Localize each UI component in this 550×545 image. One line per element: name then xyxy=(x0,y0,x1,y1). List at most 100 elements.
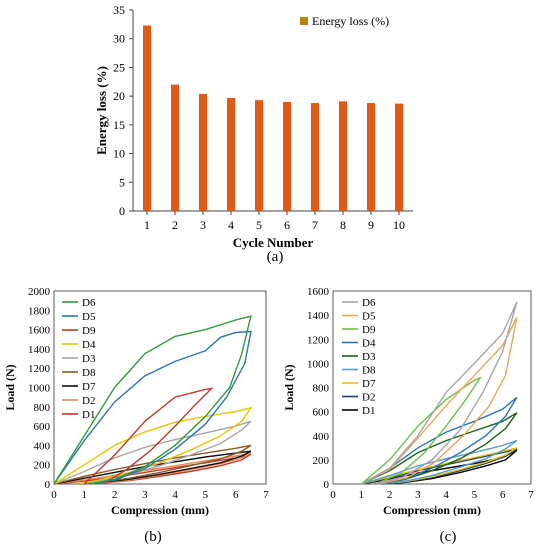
bar-cycle-9 xyxy=(367,103,375,211)
bar-cycle-10 xyxy=(395,103,403,211)
series-line-D3 xyxy=(53,420,252,485)
x-tick-label: 7 xyxy=(528,489,534,501)
y-tick-label: 400 xyxy=(34,440,51,452)
x-axis-label: Compression (mm) xyxy=(111,503,209,517)
x-tick-label: 4 xyxy=(172,489,178,501)
y-tick-label: 1800 xyxy=(28,305,51,317)
y-tick-label: 600 xyxy=(34,421,51,433)
legend-label-D6: D6 xyxy=(82,297,96,309)
x-tick-label: 5 xyxy=(256,218,262,232)
legend-label-D9: D9 xyxy=(362,324,376,336)
panel-caption-a: (a) xyxy=(267,249,284,265)
legend-swatch xyxy=(300,17,308,25)
x-tick-label: 3 xyxy=(415,489,421,501)
x-axis-label: Cycle Number xyxy=(233,235,314,250)
x-tick-label: 0 xyxy=(330,489,336,501)
plot-frame xyxy=(332,290,532,485)
legend-label-D3: D3 xyxy=(362,351,376,363)
line-chart-load-c: 0 200 400 600 800 1000 1200 1400 1600 0 1 2 3 4 5 6 7 Com… xyxy=(282,286,534,545)
x-tick-label: 5 xyxy=(472,489,478,501)
x-tick-label: 0 xyxy=(51,489,57,501)
y-tick-label: 1200 xyxy=(307,334,330,346)
series-line-D5 xyxy=(53,330,252,485)
y-tick-label: 200 xyxy=(34,460,51,472)
y-tick-label: 1400 xyxy=(28,344,51,356)
x-tick-label: 4 xyxy=(443,489,449,501)
y-tick-label: 1400 xyxy=(307,310,330,322)
legend-label-D4: D4 xyxy=(362,338,376,350)
legend-label-D5: D5 xyxy=(82,311,96,323)
x-tick-label: 7 xyxy=(312,218,318,232)
bar-cycle-7 xyxy=(311,103,319,211)
panel-caption: (c) xyxy=(440,529,457,545)
y-axis-label: Load (N) xyxy=(3,364,17,410)
x-tick-label: 8 xyxy=(340,218,346,232)
bar-cycle-4 xyxy=(227,97,235,211)
y-tick-label: 0 xyxy=(324,479,330,491)
legend-label-D7: D7 xyxy=(362,378,376,390)
legend-label-D5: D5 xyxy=(362,311,376,323)
bar-cycle-3 xyxy=(199,93,207,211)
series-line-D9 xyxy=(360,376,482,485)
y-tick-label: 600 xyxy=(313,407,330,419)
x-tick-label: 1 xyxy=(144,218,150,232)
bar-cycle-2 xyxy=(171,84,179,211)
y-tick-label: 15 xyxy=(113,118,125,132)
bar-cycle-5 xyxy=(255,100,263,211)
legend-label-D7: D7 xyxy=(82,381,96,393)
series-line-D5 xyxy=(360,317,518,485)
x-tick-label: 9 xyxy=(368,218,374,232)
y-axis-label: Load (N) xyxy=(282,364,296,410)
y-tick-label: 10 xyxy=(113,147,125,161)
x-tick-label: 2 xyxy=(172,218,178,232)
plot-frame xyxy=(53,290,267,485)
y-tick-label: 1600 xyxy=(28,325,51,337)
x-tick-label: 2 xyxy=(387,489,393,501)
y-tick-label: 25 xyxy=(113,60,125,74)
legend-label-D9: D9 xyxy=(82,325,96,337)
legend-label-D3: D3 xyxy=(82,353,96,365)
x-tick-label: 6 xyxy=(500,489,506,501)
y-tick-label: 5 xyxy=(119,175,125,189)
y-tick-label: 1000 xyxy=(28,383,51,395)
bar-cycle-1 xyxy=(143,25,151,212)
x-tick-label: 2 xyxy=(112,489,118,501)
y-tick-label: 20 xyxy=(113,89,125,103)
x-tick-label: 6 xyxy=(233,489,239,501)
line-chart-load-b: 0 200 400 600 800 1000 1200 1400 1600 1800 2000 0 1 2… xyxy=(3,286,269,545)
legend-label-D8: D8 xyxy=(82,367,96,379)
series-line-D9 xyxy=(83,387,214,485)
series-line-D6 xyxy=(53,315,252,485)
legend-label-D2: D2 xyxy=(362,392,375,404)
y-tick-label: 200 xyxy=(313,455,330,467)
x-tick-label: 10 xyxy=(393,218,405,232)
y-tick-label: 1200 xyxy=(28,363,51,375)
legend-label-D2: D2 xyxy=(82,395,95,407)
y-tick-label: 30 xyxy=(113,32,125,46)
y-tick-label: 800 xyxy=(313,383,330,395)
legend-label: Energy loss (%) xyxy=(312,14,389,28)
y-tick-label: 1000 xyxy=(307,358,330,370)
x-tick-label: 5 xyxy=(203,489,209,501)
x-tick-label: 4 xyxy=(228,218,234,232)
y-tick-label: 1600 xyxy=(307,286,330,298)
x-tick-label: 7 xyxy=(263,489,269,501)
y-tick-label: 800 xyxy=(34,402,51,414)
bar-cycle-8 xyxy=(339,101,347,211)
y-tick-label: 35 xyxy=(113,3,125,17)
bar-chart-energy-loss: 0 5 10 15 20 25 30 35 1 2 3 4 5 6 7 8 9 10 Cycle Number Ene… xyxy=(94,3,413,265)
bar-cycle-6 xyxy=(283,101,291,211)
series-line-D8 xyxy=(53,444,252,485)
legend-label-D6: D6 xyxy=(362,297,376,309)
x-tick-label: 1 xyxy=(82,489,88,501)
panel-caption: (b) xyxy=(144,529,162,545)
series-line-D6 xyxy=(360,301,518,485)
x-tick-label: 3 xyxy=(142,489,148,501)
legend-label-D1: D1 xyxy=(82,409,95,421)
x-tick-label: 3 xyxy=(200,218,206,232)
series-line-D4 xyxy=(360,396,518,485)
y-tick-label: 2000 xyxy=(28,286,51,298)
legend-label-D1: D1 xyxy=(362,405,375,417)
x-tick-label: 6 xyxy=(284,218,290,232)
